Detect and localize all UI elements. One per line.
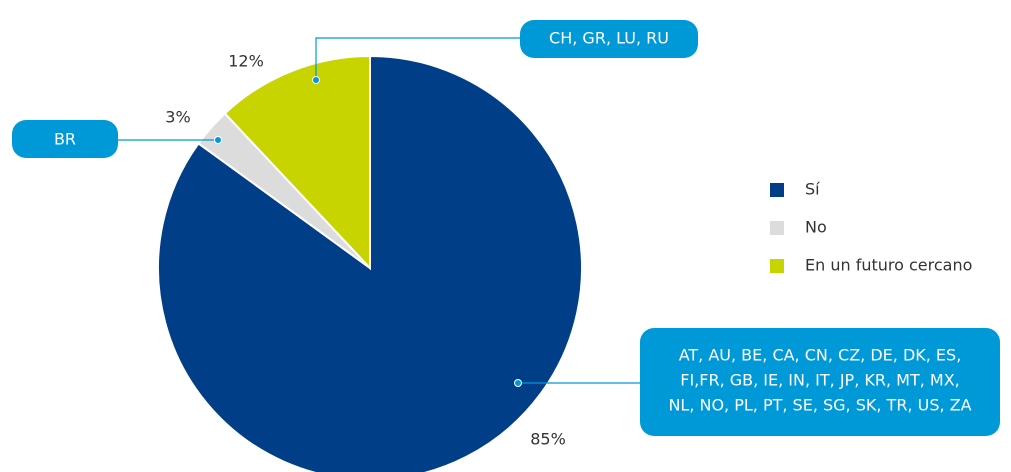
legend-label: No [805,218,827,237]
value-label: 12% [228,52,264,71]
callout-dot [514,379,522,387]
callout: AT, AU, BE, CA, CN, CZ, DE, DK, ES, FI,FR… [514,328,1000,436]
callout-text: CH, GR, LU, RU [549,29,669,48]
value-label: 3% [165,108,190,127]
legend-label: En un futuro cercano [805,256,972,275]
callout-line [315,37,520,80]
callout-dot [312,76,320,84]
value-label: 85% [530,430,566,449]
callout-box [640,328,1000,436]
callout-text: BR [54,130,76,149]
legend-swatch [770,183,784,197]
callout-text: NL, NO, PL, PT, SE, SG, SK, TR, US, ZA [668,396,971,415]
callout-box [12,120,118,158]
pie-slice [223,54,371,271]
legend-label: Sí [805,180,820,199]
callout-box [520,20,698,58]
legend-swatch [770,221,784,235]
callout: CH, GR, LU, RU [312,20,698,84]
callout-dot [214,136,222,144]
callout-text: FI,FR, GB, IE, IN, IT, JP, KR, MT, MX, [680,371,960,390]
callout-text: AT, AU, BE, CA, CN, CZ, DE, DK, ES, [679,346,962,365]
legend-swatch [770,259,784,273]
callout: BR [12,120,222,158]
pie-slice [157,54,583,472]
